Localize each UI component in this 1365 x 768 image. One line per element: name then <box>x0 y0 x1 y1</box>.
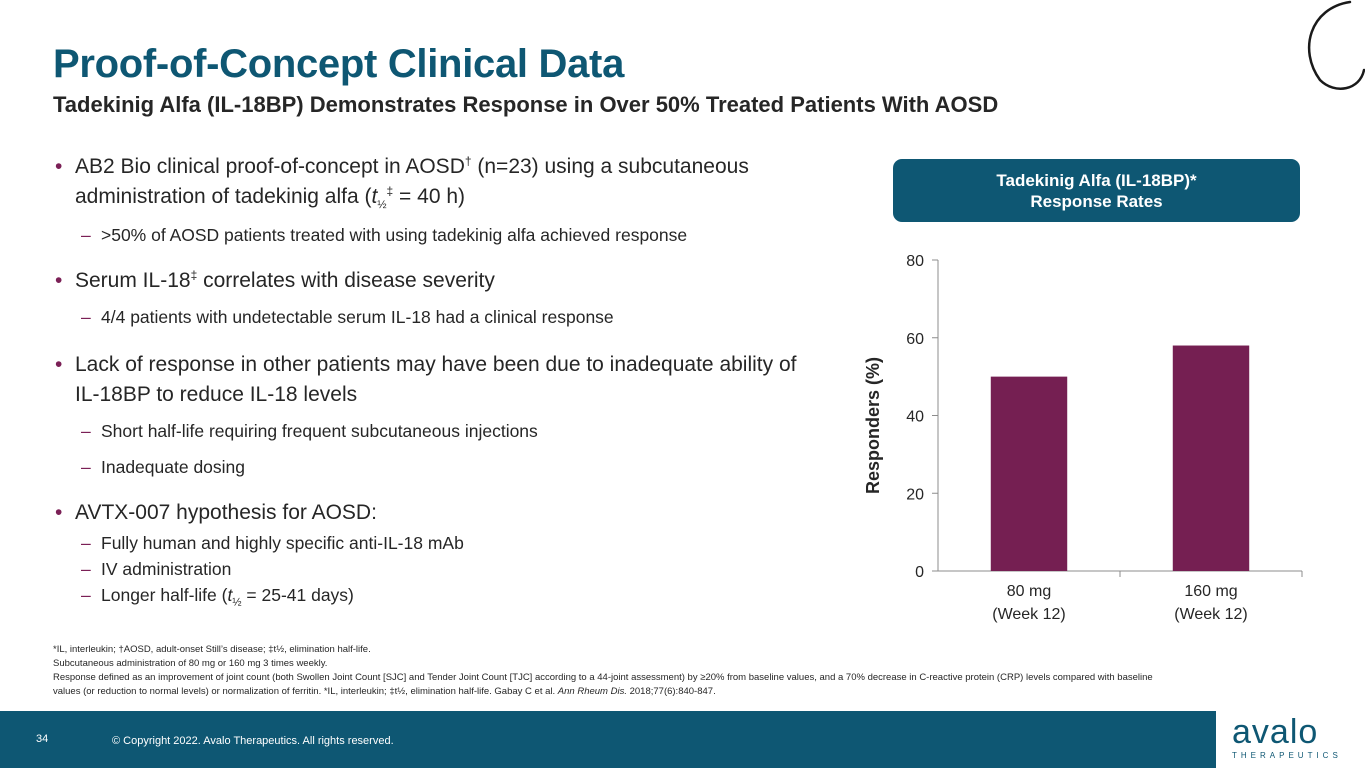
dash-glyph: – <box>81 421 91 441</box>
sub-bullet-3-1: – Short half-life requiring frequent sub… <box>55 418 845 444</box>
bullet-1-text-c: = 40 h) <box>393 185 466 208</box>
sub-bullet-4-1: – Fully human and highly specific anti-I… <box>55 530 845 556</box>
bullet-glyph: • <box>55 155 63 178</box>
avalo-logo: avalo THERAPEUTICS <box>1216 711 1365 768</box>
bullet-1-text-b: (n=23) using a subcutaneous administrati… <box>75 155 749 208</box>
dash-glyph: – <box>81 457 91 477</box>
dash-glyph: – <box>81 585 91 605</box>
footnotes: *IL, interleukin; †AOSD, adult-onset Sti… <box>53 643 1173 699</box>
bullet-glyph: • <box>55 353 63 376</box>
bullet-2-text: Serum IL-18 <box>75 269 191 292</box>
t-symbol: t <box>227 585 233 605</box>
bullet-3: • Lack of response in other patients may… <box>55 350 815 410</box>
sub-bullet-4-3: – Longer half-life (t½ = 25-41 days) <box>55 582 845 608</box>
double-dagger-mark: ‡ <box>190 268 198 282</box>
y-tick-label: 0 <box>915 564 924 581</box>
chart-header: Tadekinig Alfa (IL-18BP)* Response Rates <box>893 159 1300 222</box>
sub-bullet-text: Short half-life requiring frequent subcu… <box>101 421 538 441</box>
response-rate-chart: 0 20 40 60 80 80 mg (Week 12) 160 mg (Week 12) Re… <box>863 253 1303 623</box>
bullet-glyph: • <box>55 501 63 524</box>
bullet-2-text-b: correlates with disease severity <box>197 269 495 292</box>
t-symbol: t <box>371 185 378 208</box>
citation-tail: 2018;77(6):840-847. <box>626 686 716 697</box>
journal-name: Ann Rheum Dis. <box>557 686 627 697</box>
x-tick-label: (Week 12) <box>1174 606 1248 623</box>
y-tick-label: 60 <box>906 331 924 348</box>
bar <box>1172 345 1250 571</box>
y-tick-label: 40 <box>906 409 924 426</box>
bullet-4-text: AVTX-007 hypothesis for AOSD: <box>75 501 377 524</box>
sub-bullet-text: IV administration <box>101 559 232 579</box>
chart-header-line-2: Response Rates <box>1030 191 1163 211</box>
slide-title: Proof-of-Concept Clinical Data <box>53 42 625 86</box>
chart-header-line-1: Tadekinig Alfa (IL-18BP)* <box>996 170 1197 190</box>
bullet-1: • AB2 Bio clinical proof-of-concept in A… <box>55 152 845 212</box>
dash-glyph: – <box>81 225 91 245</box>
x-tick-label: 160 mg <box>1184 583 1237 600</box>
brush-swirl-decoration <box>1307 0 1365 90</box>
footnote-line-1: *IL, interleukin; †AOSD, adult-onset Sti… <box>53 644 371 655</box>
x-tick-label: (Week 12) <box>992 606 1066 623</box>
dagger-mark: † <box>464 154 472 168</box>
footnote-line-2: Subcutaneous administration of 80 mg or … <box>53 658 328 669</box>
sub-bullet-text: Longer half-life ( <box>101 585 228 605</box>
sub-bullet-1-1: – >50% of AOSD patients treated with usi… <box>55 222 845 248</box>
bullet-list: • AB2 Bio clinical proof-of-concept in A… <box>55 152 845 608</box>
bullet-2: • Serum IL-18‡ correlates with disease s… <box>55 266 845 296</box>
sub-bullet-text: 4/4 patients with undetectable serum IL-… <box>101 307 614 327</box>
slide-subtitle: Tadekinig Alfa (IL-18BP) Demonstrates Re… <box>53 92 999 117</box>
bullet-3-text: Lack of response in other patients may h… <box>75 353 797 406</box>
sub-bullet-text: Fully human and highly specific anti-IL-… <box>101 533 464 553</box>
sub-bullet-2-1: – 4/4 patients with undetectable serum I… <box>55 304 845 330</box>
sub-bullet-4-2: – IV administration <box>55 556 845 582</box>
bullet-1-text: AB2 Bio clinical proof-of-concept in AOS… <box>75 155 465 178</box>
y-axis-title: Responders (%) <box>863 357 883 494</box>
sub-bullet-3-2: – Inadequate dosing <box>55 454 845 480</box>
sub-bullet-text: >50% of AOSD patients treated with using… <box>101 225 688 245</box>
y-tick-label: 80 <box>906 253 924 270</box>
sub-bullet-text-b: = 25-41 days) <box>241 585 354 605</box>
bullet-glyph: • <box>55 269 63 292</box>
logo-tagline: THERAPEUTICS <box>1232 751 1342 760</box>
bar <box>990 376 1068 571</box>
half-symbol: ½ <box>377 199 387 212</box>
footnote-text: Response defined as an improvement of jo… <box>53 672 1153 697</box>
footnote-line-3: Response defined as an improvement of jo… <box>53 671 1173 699</box>
bullet-4: • AVTX-007 hypothesis for AOSD: <box>55 498 845 528</box>
y-tick-label: 20 <box>906 486 924 503</box>
copyright-text: © Copyright 2022. Avalo Therapeutics. Al… <box>112 735 394 747</box>
page-number: 34 <box>36 733 49 745</box>
dash-glyph: – <box>81 533 91 553</box>
double-dagger-mark: ‡ <box>386 184 394 198</box>
logo-wordmark: avalo <box>1232 713 1319 751</box>
x-tick-label: 80 mg <box>1007 583 1051 600</box>
half-symbol: ½ <box>232 596 242 609</box>
sub-bullet-text: Inadequate dosing <box>101 457 246 477</box>
dash-glyph: – <box>81 559 91 579</box>
footer-bar: 34 © Copyright 2022. Avalo Therapeutics.… <box>0 711 1365 768</box>
dash-glyph: – <box>81 307 91 327</box>
